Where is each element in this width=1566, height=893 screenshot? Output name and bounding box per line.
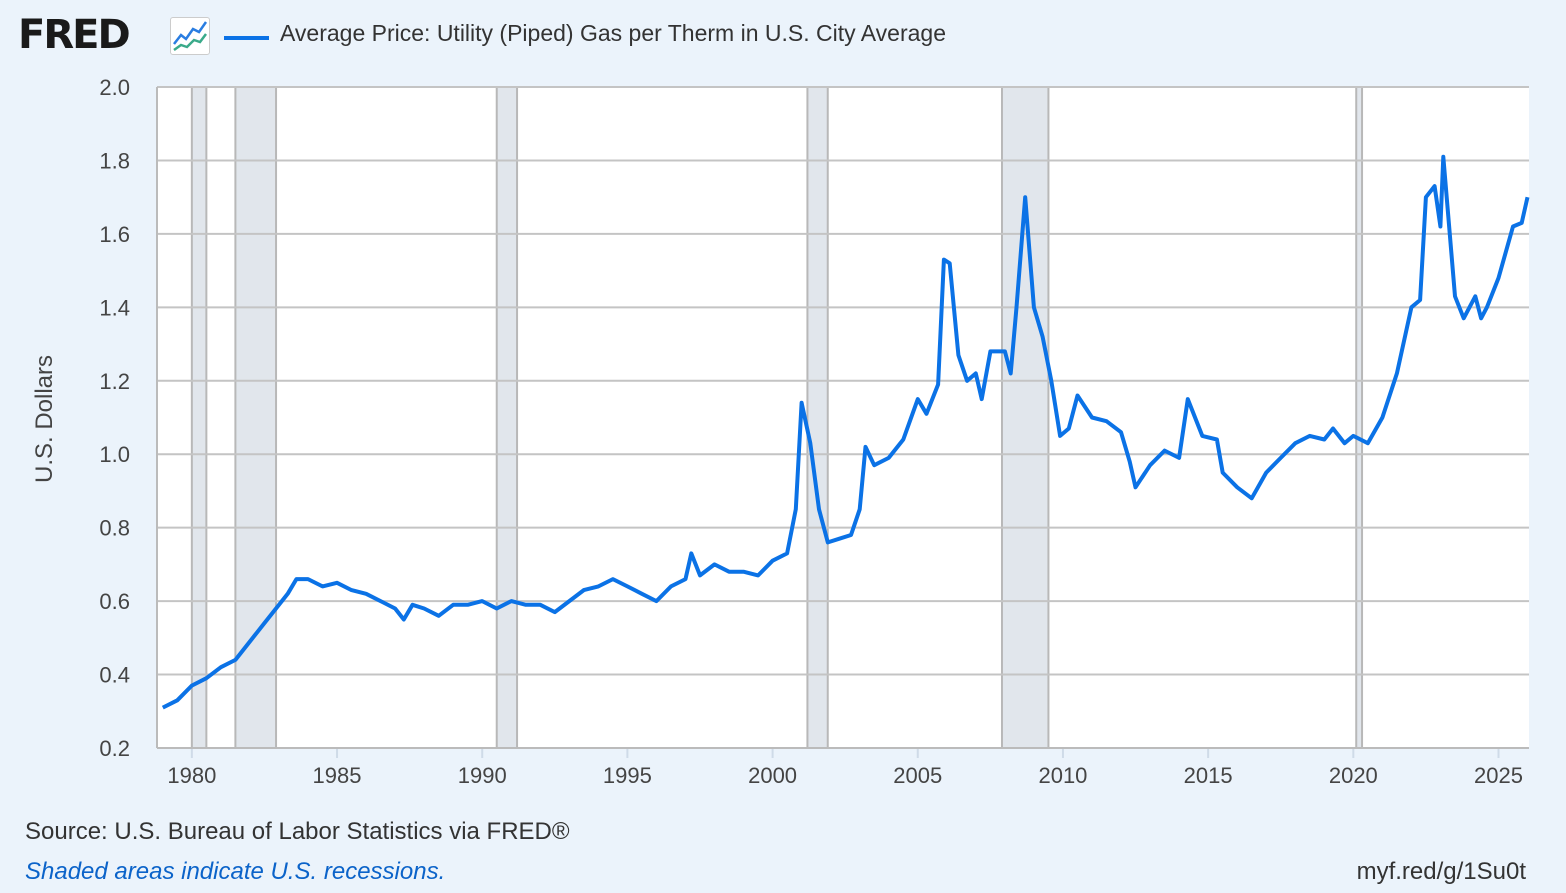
y-tick-label: 0.6 <box>99 589 130 614</box>
fred-logo[interactable]: FRED <box>18 12 131 58</box>
y-tick-label: 1.2 <box>99 369 130 394</box>
y-tick-label: 2.0 <box>99 75 130 100</box>
y-tick-label: 1.8 <box>99 148 130 173</box>
plot-background <box>157 87 1529 748</box>
series-line <box>161 154 1530 710</box>
legend-swatch <box>224 36 269 40</box>
y-tick-label: 1.0 <box>99 442 130 467</box>
x-tick-label: 2005 <box>893 763 942 788</box>
chart-title: Average Price: Utility (Piped) Gas per T… <box>280 20 946 46</box>
recession-band <box>1000 86 1050 749</box>
line-chart-icon[interactable] <box>170 17 210 55</box>
recession-band <box>234 86 278 749</box>
x-tick-label: 2025 <box>1474 763 1523 788</box>
y-tick-label: 0.8 <box>99 516 130 541</box>
recession-band <box>1355 86 1364 749</box>
y-tick-label: 0.2 <box>99 736 130 761</box>
x-tick-label: 2010 <box>1038 763 1087 788</box>
short-url[interactable]: myf.red/g/1Su0t <box>1356 858 1526 885</box>
recession-band <box>495 86 519 749</box>
recession-band <box>806 86 829 749</box>
recession-note: Shaded areas indicate U.S. recessions. <box>25 858 446 885</box>
x-tick-label: 1985 <box>313 763 362 788</box>
y-tick-label: 1.6 <box>99 222 130 247</box>
x-tick-label: 1990 <box>458 763 507 788</box>
recession-band <box>190 86 208 749</box>
source-text: Source: U.S. Bureau of Labor Statistics … <box>25 818 570 845</box>
x-tick-label: 1995 <box>603 763 652 788</box>
y-tick-label: 1.4 <box>99 295 130 320</box>
x-tick-label: 1980 <box>167 763 216 788</box>
x-tick-label: 2015 <box>1184 763 1233 788</box>
y-tick-label: 0.4 <box>99 663 130 688</box>
x-tick-label: 2000 <box>748 763 797 788</box>
x-tick-label: 2020 <box>1329 763 1378 788</box>
